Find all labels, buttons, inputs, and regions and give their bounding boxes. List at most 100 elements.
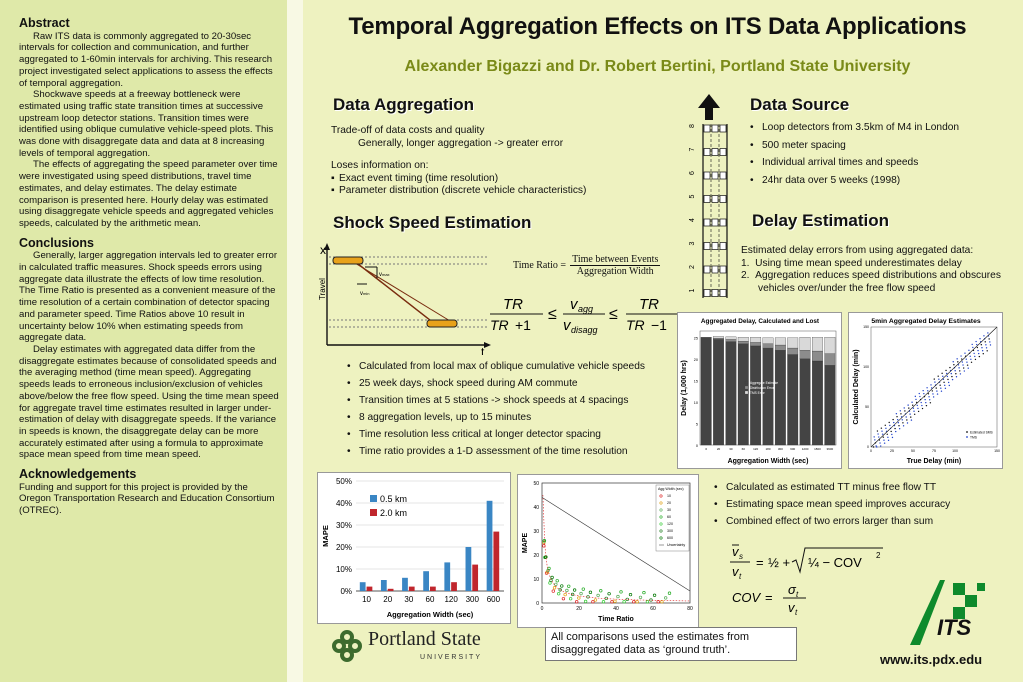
data-point <box>895 413 898 415</box>
bar <box>472 564 479 591</box>
data-point <box>878 436 880 438</box>
list-item: 500 meter spacing <box>750 140 1023 153</box>
mape-bar-chart: 0% 10% 20% 30% 40% 50% 10 20 30 60 120 300 600 Aggreg… <box>317 472 511 624</box>
data-point <box>942 375 944 378</box>
bar <box>451 582 457 591</box>
x-tick-label: 30 <box>729 447 733 451</box>
data-point <box>957 364 960 366</box>
y-tick-label: 10% <box>336 565 352 574</box>
speed-bounds-formula: TR TR +1 ≤ v agg v disagg ≤ TR TR −1 <box>490 296 680 335</box>
legend-swatch <box>744 380 749 385</box>
data-point <box>892 418 894 421</box>
bar <box>493 531 500 591</box>
data-point <box>956 358 958 360</box>
its-logo: ITS <box>905 575 995 650</box>
website-link[interactable]: www.its.pdx.edu <box>880 652 983 667</box>
bar <box>444 562 451 591</box>
data-point <box>876 430 879 432</box>
loses-list: Exact event timing (time resolution) Par… <box>331 173 691 198</box>
y-tick-label: 100 <box>863 365 869 369</box>
bar-segment <box>725 341 737 446</box>
loop-detector <box>711 242 719 250</box>
data-point <box>879 442 881 444</box>
data-point <box>652 593 657 597</box>
loop-detector <box>719 148 727 156</box>
list-item: 24hr data over 5 weeks (1998) <box>750 175 1023 188</box>
list-item: Estimating space mean speed improves acc… <box>714 499 1023 511</box>
loop-detector <box>719 265 727 274</box>
poster-title: Temporal Aggregation Effects on ITS Data… <box>348 13 967 40</box>
data-point <box>972 346 974 349</box>
svg-text:TR: TR <box>490 317 509 333</box>
x-tick-label: 120 <box>444 595 458 604</box>
y-tick-label: 40 <box>533 505 539 511</box>
data-point <box>947 381 950 384</box>
chart-title: 5min Aggregated Delay Estimates <box>871 318 981 325</box>
list-item: Time resolution less critical at longer … <box>347 429 689 441</box>
bar-segment <box>799 358 811 446</box>
data-point <box>635 600 639 604</box>
x-tick-label: 300 <box>778 447 783 451</box>
data-point <box>890 430 892 433</box>
x-tick-label: 0 <box>541 606 544 612</box>
data-point <box>898 425 900 427</box>
data-point <box>904 410 906 412</box>
list-item: Individual arrival times and speeds <box>750 157 1023 170</box>
svg-text:σ: σ <box>788 582 797 597</box>
data-point <box>581 587 585 591</box>
svg-text:vmax: vmax <box>379 272 390 278</box>
bar-segment <box>762 343 774 349</box>
data-point <box>955 376 958 378</box>
data-point <box>893 421 895 424</box>
data-point <box>933 378 935 380</box>
y-tick-label: 50% <box>336 477 352 486</box>
delay-bullets: Calculated as estimated TT minus free fl… <box>712 482 1023 533</box>
legend-swatch <box>744 385 749 390</box>
legend-label: 0.5 km <box>380 494 407 504</box>
t-axis-label: t <box>481 345 485 355</box>
fit-curve <box>542 494 690 602</box>
abstract-paragraph: Raw ITS data is commonly aggregated to 2… <box>19 30 273 89</box>
svg-text:v: v <box>788 600 796 615</box>
data-point <box>645 600 650 604</box>
data-point <box>989 341 991 343</box>
data-point <box>899 410 902 412</box>
svg-text:COV: COV <box>732 590 762 605</box>
y-axis-title: MAPE <box>522 533 529 554</box>
data-point <box>910 419 913 421</box>
bar-segment <box>762 347 774 446</box>
y-axis-title: Delay (1,000 hrs) <box>681 360 688 416</box>
legend-label: 300 <box>667 529 673 533</box>
data-point <box>922 389 924 392</box>
data-point <box>966 364 969 366</box>
data-point <box>946 375 949 378</box>
data-source-list: Loop detectors from 3.5km of M4 in Londo… <box>748 122 1023 192</box>
data-point <box>642 591 646 595</box>
data-point <box>628 593 633 597</box>
data-point <box>929 399 931 401</box>
conclusions-paragraph: Delay estimates with aggregated data dif… <box>19 343 279 461</box>
data-point <box>957 361 959 363</box>
bar-segment <box>787 347 799 355</box>
data-point <box>911 401 913 403</box>
data-point <box>901 419 903 421</box>
bar <box>380 580 387 591</box>
svg-text:s: s <box>739 552 743 561</box>
legend-label: 600 <box>667 536 673 540</box>
data-point <box>978 352 980 355</box>
y-tick-label: 20% <box>336 543 352 552</box>
loop-detector <box>719 195 727 203</box>
data-point <box>987 332 989 334</box>
loop-detector <box>703 242 711 250</box>
bar-segment <box>812 360 823 446</box>
data-point <box>974 358 977 361</box>
x-axis-label: x <box>320 243 326 257</box>
data-point <box>959 370 961 372</box>
svg-text:½ +: ½ + <box>768 555 790 570</box>
y-tick-label: 30 <box>533 529 539 535</box>
data-point <box>873 436 875 438</box>
data-point <box>988 338 990 340</box>
loop-detector <box>711 171 719 180</box>
bar-segment <box>799 350 811 359</box>
data-point <box>887 439 890 442</box>
